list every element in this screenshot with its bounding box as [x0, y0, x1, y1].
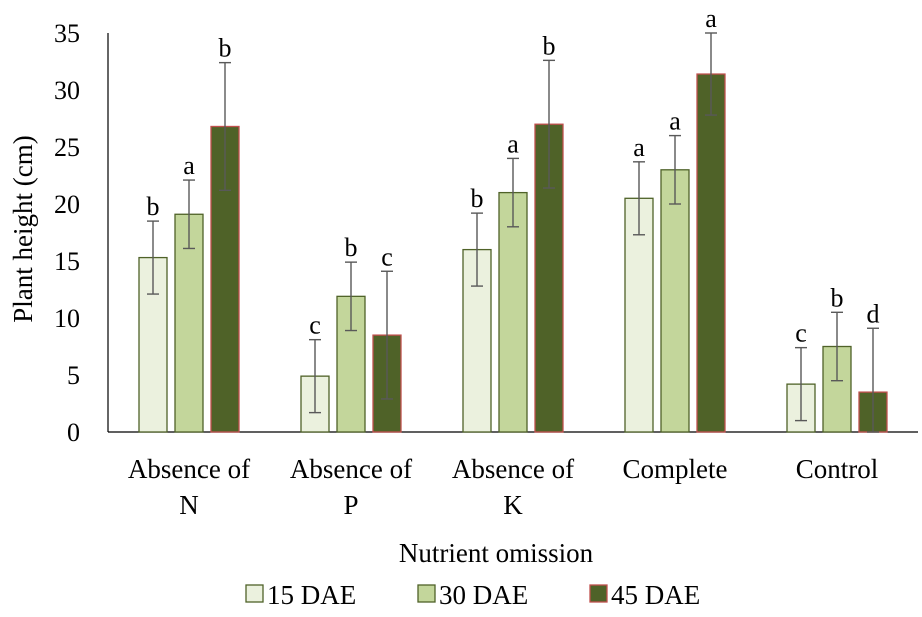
- y-tick-label: 10: [54, 304, 80, 333]
- y-tick-label: 0: [67, 418, 80, 447]
- legend-label: 15 DAE: [267, 580, 356, 610]
- y-axis-title: Plant height (cm): [8, 135, 38, 322]
- bar: [174, 213, 204, 433]
- y-tick-label: 5: [67, 361, 80, 390]
- y-tick-label: 20: [54, 190, 80, 219]
- significance-letter: c: [381, 242, 393, 271]
- significance-letter: c: [795, 319, 807, 348]
- category-label: N: [179, 490, 199, 520]
- category-label: P: [343, 490, 358, 520]
- significance-letter: a: [183, 151, 195, 180]
- significance-letter: c: [309, 311, 321, 340]
- bars: [138, 73, 888, 433]
- bar: [624, 197, 654, 433]
- legend-swatch: [245, 584, 264, 603]
- legend-swatch: [589, 584, 608, 603]
- category-label: Control: [796, 454, 879, 484]
- category-label: Absence of: [452, 454, 574, 484]
- significance-letter: b: [471, 184, 484, 213]
- significance-letter: d: [867, 299, 880, 328]
- significance-letter: a: [669, 107, 681, 136]
- y-tick-label: 35: [54, 19, 80, 48]
- legend-label: 45 DAE: [611, 580, 700, 610]
- category-labels: Absence of N Absence of P Absence of K Complet…: [128, 454, 878, 520]
- significance-letter: b: [345, 233, 358, 262]
- category-label: Absence of: [128, 454, 250, 484]
- bar: [660, 169, 690, 433]
- x-axis-title: Nutrient omission: [399, 538, 594, 568]
- y-tick-label: 30: [54, 76, 80, 105]
- y-tick-label: 25: [54, 133, 80, 162]
- category-label: Absence of: [290, 454, 412, 484]
- bar: [696, 73, 726, 433]
- category-label: K: [503, 490, 523, 520]
- significance-letter: a: [507, 129, 519, 158]
- y-tick-label: 15: [54, 247, 80, 276]
- bar: [498, 191, 528, 433]
- significance-letter: b: [543, 31, 556, 60]
- legend: 15 DAE 30 DAE 45 DAE: [245, 580, 700, 610]
- significance-letter: a: [705, 4, 717, 33]
- category-label: Complete: [623, 454, 728, 484]
- axes: 0 5 10 15 20 25 30 35: [54, 19, 918, 447]
- legend-label: 30 DAE: [439, 580, 528, 610]
- significance-letter: b: [219, 34, 232, 63]
- significance-letter: a: [633, 133, 645, 162]
- legend-swatch: [417, 584, 436, 603]
- significance-letter: b: [147, 192, 160, 221]
- significance-letter: b: [831, 283, 844, 312]
- error-bars: [147, 32, 879, 433]
